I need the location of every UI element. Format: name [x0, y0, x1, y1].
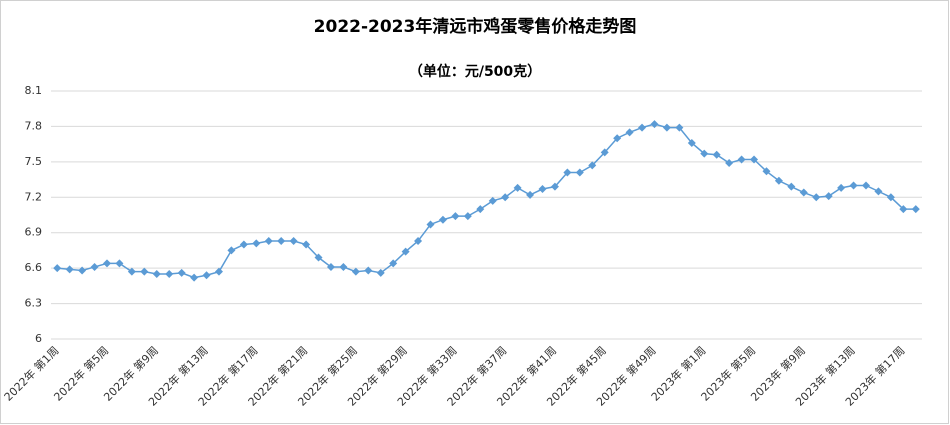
point [314, 253, 323, 262]
point [339, 262, 348, 271]
point [911, 205, 920, 214]
point [700, 149, 709, 158]
point [862, 181, 871, 190]
point [837, 183, 846, 192]
point [190, 273, 199, 282]
point [563, 168, 572, 177]
y-tick-label: 7.2 [25, 190, 43, 203]
point [414, 236, 423, 245]
y-tick-label: 6.6 [25, 261, 43, 274]
point [774, 176, 783, 185]
point [662, 123, 671, 132]
point [351, 267, 360, 276]
point [526, 190, 535, 199]
point [725, 159, 734, 168]
y-tick-label: 6.3 [25, 297, 43, 310]
point [799, 188, 808, 197]
point [849, 181, 858, 190]
point [376, 268, 385, 277]
point [239, 240, 248, 249]
point [613, 134, 622, 143]
point [787, 182, 796, 191]
point [302, 240, 311, 249]
point [65, 265, 74, 274]
y-tick-label: 7.5 [25, 155, 43, 168]
point [650, 120, 659, 129]
point [874, 187, 883, 196]
point [750, 155, 759, 164]
point [165, 270, 174, 279]
point [252, 239, 261, 248]
y-tick-label: 6.9 [25, 226, 43, 239]
point [401, 247, 410, 256]
point [426, 220, 435, 229]
point [538, 185, 547, 194]
point [687, 138, 696, 147]
point [812, 193, 821, 202]
point [575, 168, 584, 177]
series-line [57, 123, 916, 279]
point [463, 212, 472, 221]
point [326, 262, 335, 271]
chart-title: 2022-2023年清远市鸡蛋零售价格走势图 [314, 16, 637, 37]
point [550, 182, 559, 191]
point [115, 259, 124, 268]
point [737, 155, 746, 164]
point [588, 161, 597, 170]
point [227, 246, 236, 255]
point [712, 150, 721, 159]
point [600, 148, 609, 157]
point [501, 193, 510, 202]
point [264, 236, 273, 245]
point [638, 123, 647, 132]
point [488, 196, 497, 205]
point [886, 193, 895, 202]
point [78, 266, 87, 275]
y-tick-label: 7.8 [25, 119, 43, 132]
point [625, 128, 634, 137]
point [140, 267, 149, 276]
point [202, 271, 211, 280]
point [476, 205, 485, 214]
point [438, 215, 447, 224]
point [675, 123, 684, 132]
point [177, 268, 186, 277]
point [824, 192, 833, 201]
point [214, 267, 223, 276]
point [152, 270, 161, 279]
point [277, 236, 286, 245]
point [899, 205, 908, 214]
point [389, 259, 398, 268]
point [53, 264, 62, 273]
point [762, 167, 771, 176]
point [364, 266, 373, 275]
point [127, 267, 136, 276]
chart-subtitle: （单位：元/500克） [409, 63, 541, 80]
point [102, 259, 111, 268]
point [90, 262, 99, 271]
y-tick-label: 6 [35, 332, 42, 345]
point [513, 183, 522, 192]
y-tick-label: 8.1 [25, 84, 43, 97]
point [451, 212, 460, 221]
point [289, 236, 298, 245]
